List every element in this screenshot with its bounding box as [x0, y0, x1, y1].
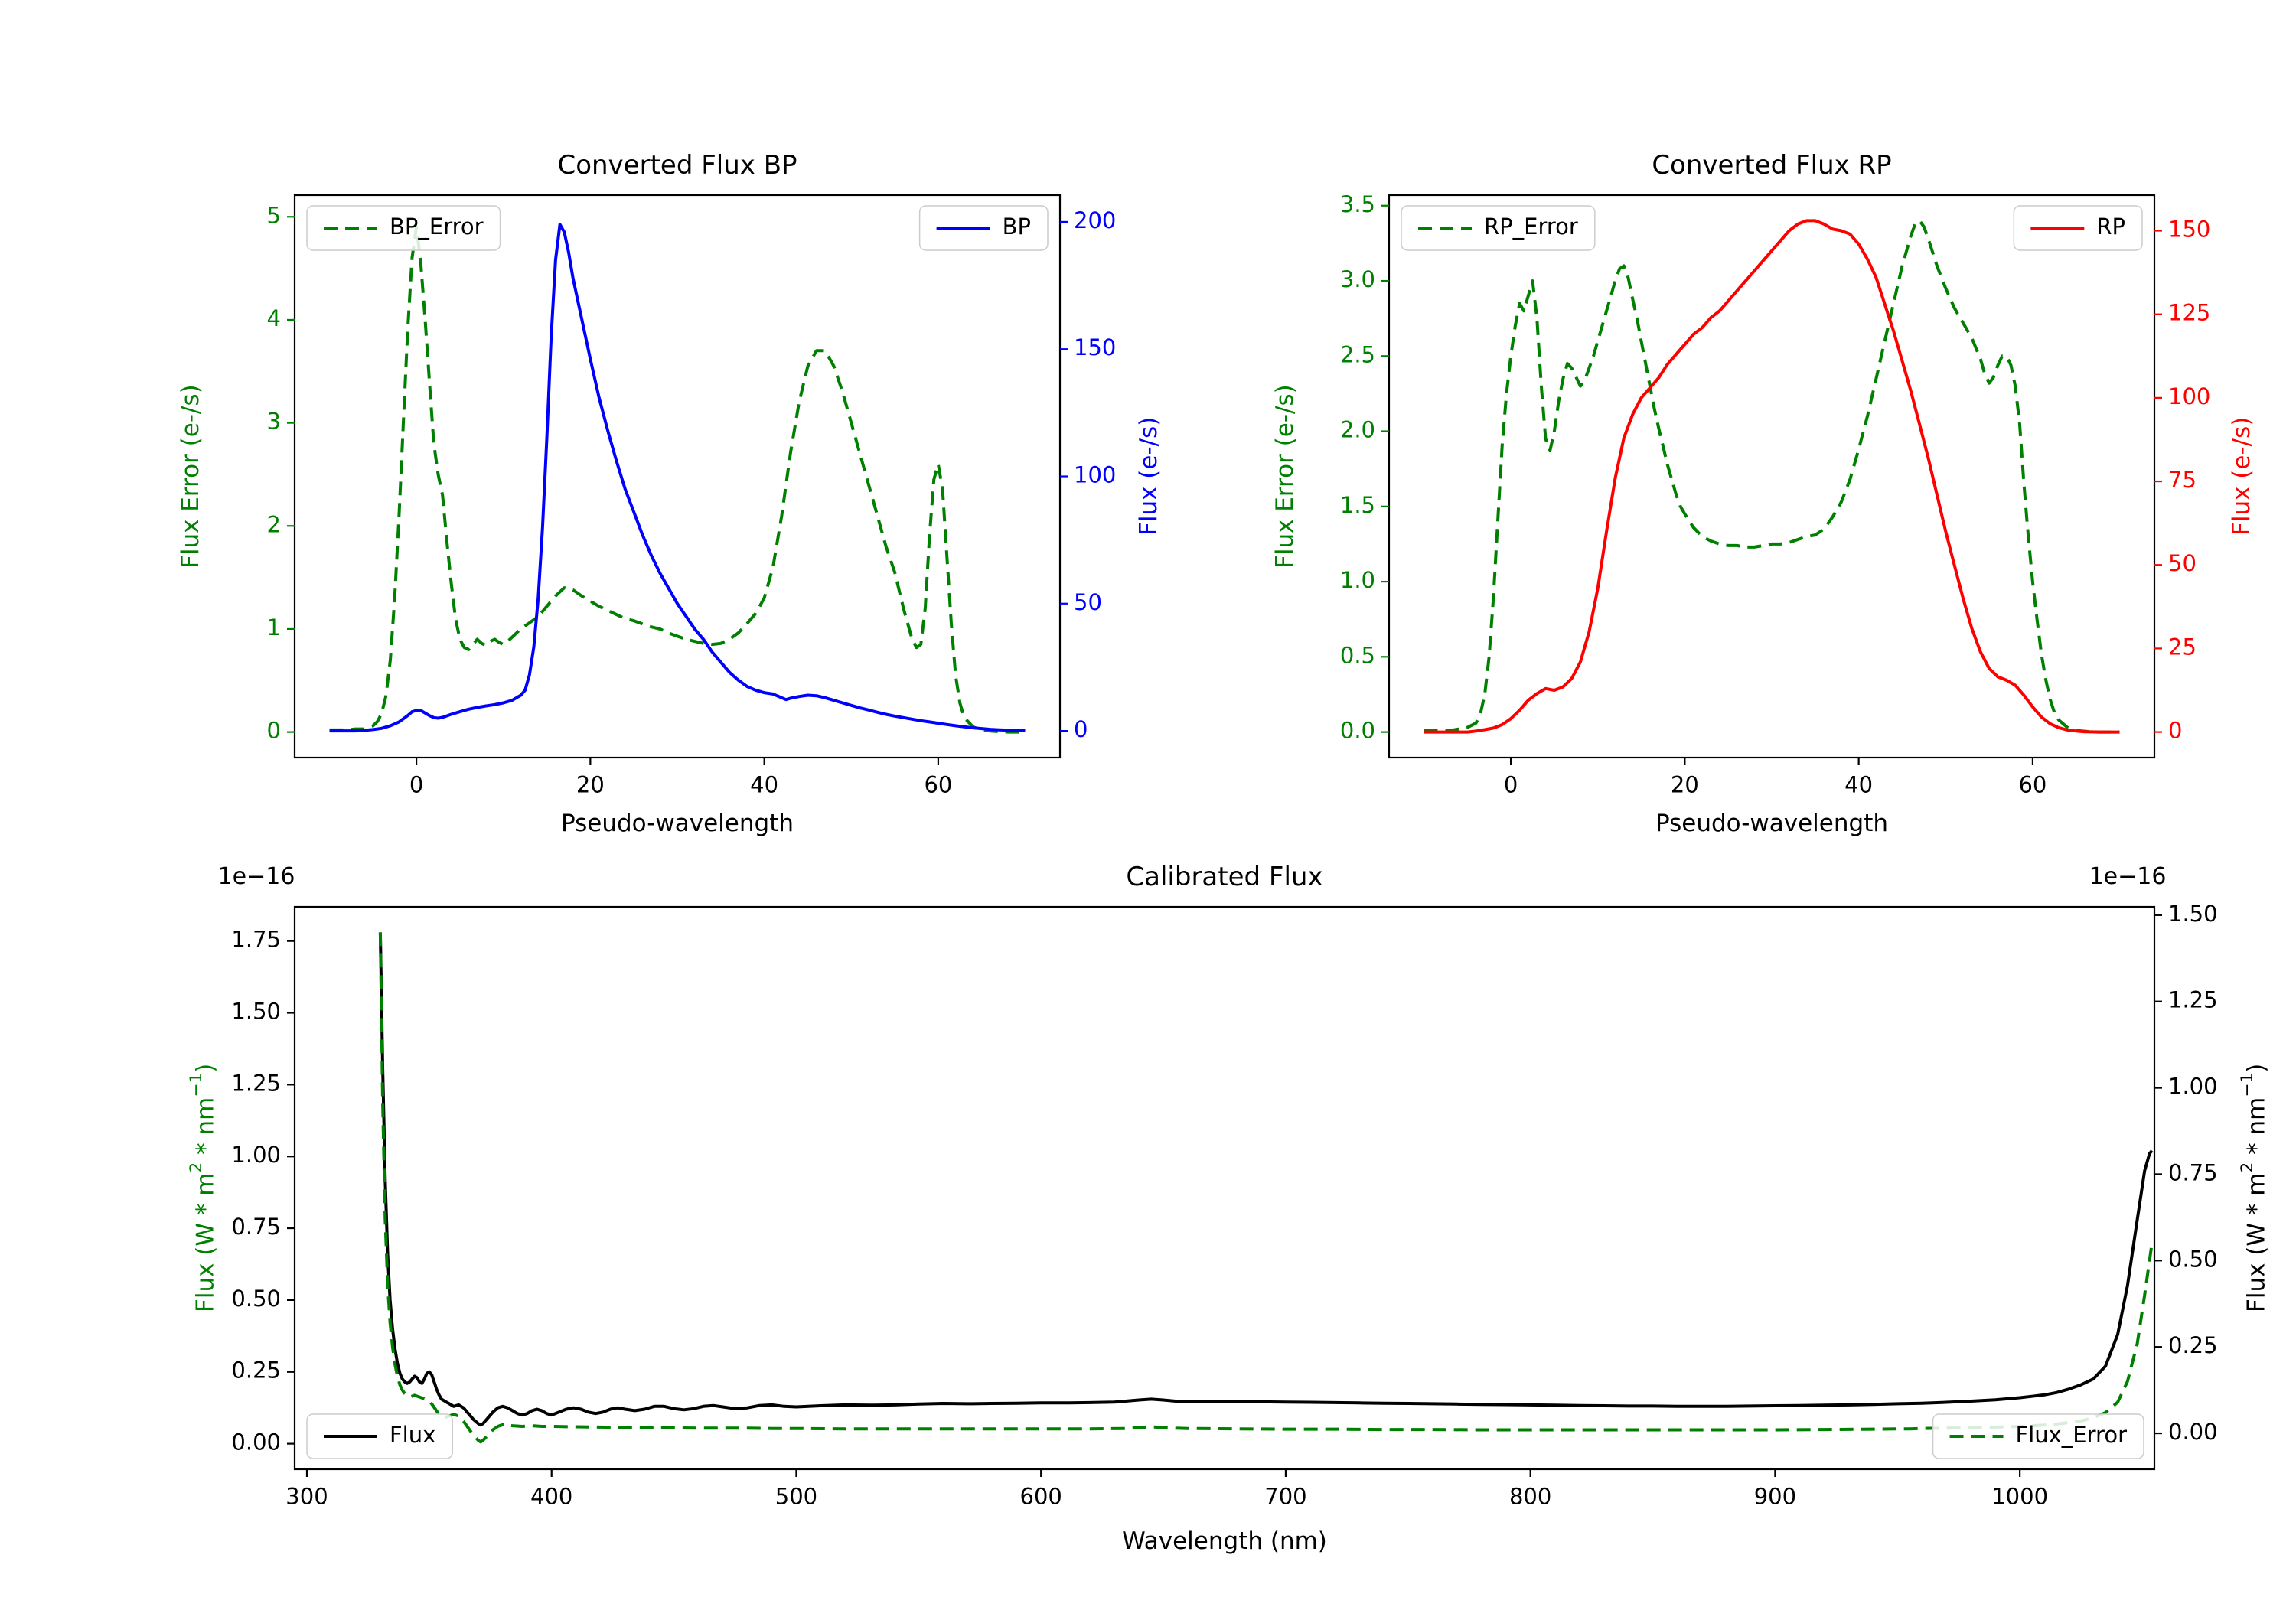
svg-text:0.0: 0.0	[1340, 718, 1375, 744]
svg-text:0.50: 0.50	[2168, 1246, 2218, 1272]
svg-text:Flux_Error: Flux_Error	[2016, 1422, 2128, 1448]
svg-text:3.5: 3.5	[1340, 191, 1375, 217]
svg-text:0: 0	[267, 718, 281, 744]
svg-text:150: 150	[1074, 334, 1116, 360]
svg-text:150: 150	[2168, 217, 2210, 243]
svg-text:900: 900	[1754, 1484, 1796, 1510]
svg-text:1.25: 1.25	[231, 1070, 281, 1096]
legend-RP_Error: RP_Error	[1401, 205, 1596, 251]
svg-text:0.00: 0.00	[2168, 1419, 2218, 1445]
svg-text:0: 0	[2168, 718, 2182, 744]
legend-BP_Error: BP_Error	[306, 205, 501, 251]
svg-text:75: 75	[2168, 467, 2197, 493]
svg-text:2.5: 2.5	[1340, 341, 1375, 367]
svg-text:0: 0	[1504, 772, 1518, 798]
svg-text:50: 50	[1074, 589, 1102, 615]
svg-text:0: 0	[1074, 716, 1088, 742]
offset-text-right: 1e−16	[2089, 863, 2167, 890]
svg-text:200: 200	[1074, 207, 1116, 233]
svg-text:1000: 1000	[1991, 1484, 2048, 1510]
svg-text:100: 100	[2168, 383, 2210, 409]
svg-text:500: 500	[775, 1484, 817, 1510]
svg-text:3: 3	[267, 409, 281, 435]
svg-text:1.75: 1.75	[231, 927, 281, 953]
svg-text:20: 20	[576, 772, 605, 798]
svg-text:0.50: 0.50	[231, 1286, 281, 1312]
svg-text:25: 25	[2168, 634, 2197, 660]
svg-text:0.25: 0.25	[231, 1358, 281, 1384]
svg-text:0.75: 0.75	[231, 1214, 281, 1240]
svg-text:40: 40	[750, 772, 778, 798]
svg-text:4: 4	[267, 305, 281, 331]
legend-BP: BP	[918, 205, 1049, 251]
svg-text:40: 40	[1844, 772, 1873, 798]
svg-text:700: 700	[1264, 1484, 1306, 1510]
svg-text:100: 100	[1074, 462, 1116, 488]
offset-text-left: 1e−16	[217, 863, 295, 890]
svg-text:400: 400	[530, 1484, 572, 1510]
svg-text:1.5: 1.5	[1340, 492, 1375, 518]
svg-text:1.0: 1.0	[1340, 567, 1375, 593]
svg-text:50: 50	[2168, 550, 2197, 576]
legend-RP: RP	[2013, 205, 2143, 251]
svg-text:BP: BP	[1003, 214, 1031, 240]
legend-Flux: Flux	[306, 1413, 454, 1459]
svg-text:1.25: 1.25	[2168, 987, 2218, 1013]
x-axis-label-calibrated: Wavelength (nm)	[1122, 1527, 1327, 1555]
svg-text:800: 800	[1509, 1484, 1551, 1510]
chart-title-rp: Converted Flux RP	[1652, 150, 1892, 181]
svg-text:0.5: 0.5	[1340, 642, 1375, 668]
svg-text:1: 1	[267, 614, 281, 641]
svg-text:60: 60	[924, 772, 952, 798]
chart-title-bp: Converted Flux BP	[557, 150, 797, 181]
svg-text:1.00: 1.00	[2168, 1074, 2218, 1100]
svg-text:2.0: 2.0	[1340, 417, 1375, 443]
svg-text:1.50: 1.50	[231, 999, 281, 1025]
svg-text:125: 125	[2168, 300, 2210, 326]
svg-text:60: 60	[2018, 772, 2047, 798]
svg-text:0: 0	[409, 772, 423, 798]
svg-text:Flux: Flux	[390, 1422, 435, 1448]
svg-text:2: 2	[267, 511, 281, 537]
svg-text:RP_Error: RP_Error	[1484, 214, 1578, 240]
svg-text:300: 300	[285, 1484, 328, 1510]
x-axis-label-bp: Pseudo-wavelength	[560, 810, 794, 837]
svg-text:20: 20	[1671, 772, 1699, 798]
svg-text:RP: RP	[2096, 214, 2125, 240]
svg-text:0.75: 0.75	[2168, 1159, 2218, 1185]
svg-text:1.50: 1.50	[2168, 901, 2218, 927]
svg-text:BP_Error: BP_Error	[390, 214, 484, 240]
y-axis-label-right-calibrated: Flux (W * m2 * nm−1)	[2238, 1063, 2271, 1313]
svg-text:1.00: 1.00	[231, 1142, 281, 1168]
svg-text:0.25: 0.25	[2168, 1332, 2218, 1358]
x-axis-label-rp: Pseudo-wavelength	[1655, 810, 1888, 837]
y-axis-label-left-calibrated: Flux (W * m2 * nm−1)	[187, 1063, 220, 1313]
svg-text:5: 5	[267, 202, 281, 228]
svg-text:3.0: 3.0	[1340, 266, 1375, 292]
svg-text:600: 600	[1020, 1484, 1062, 1510]
legend-Flux_Error: Flux_Error	[1932, 1413, 2144, 1459]
chart-title-calibrated: Calibrated Flux	[1126, 862, 1323, 892]
svg-text:0.00: 0.00	[231, 1429, 281, 1455]
